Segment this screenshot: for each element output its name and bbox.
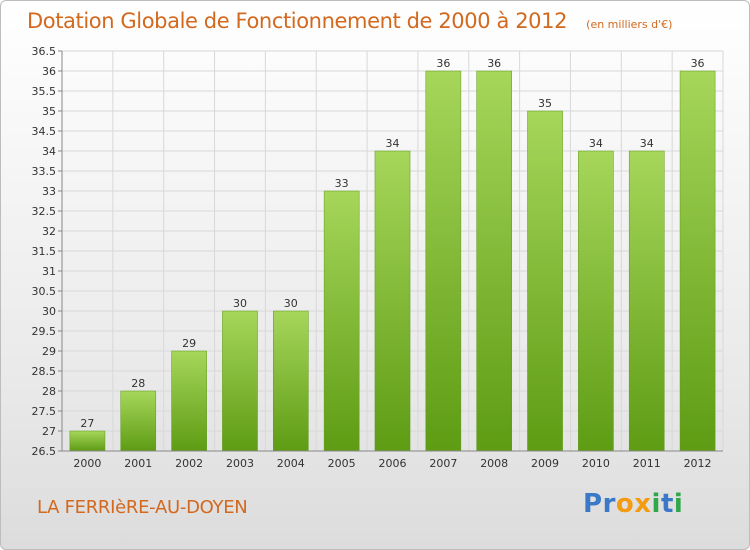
logo-letter: t (660, 489, 674, 519)
proxiti-logo: Proxiti (583, 489, 683, 519)
logo-letter: o (615, 489, 635, 519)
y-tick-label: 28 (42, 385, 56, 398)
x-tick-label: 2011 (633, 457, 661, 470)
y-tick-label: 36 (42, 65, 56, 78)
bar-2007 (425, 70, 462, 452)
logo-letter: P (583, 489, 603, 519)
y-tick-label: 28.5 (32, 365, 57, 378)
y-tick-label: 32.5 (32, 205, 57, 218)
data-label-2012: 36 (691, 57, 705, 70)
x-tick-label: 2000 (73, 457, 101, 470)
x-tick-label: 2005 (328, 457, 356, 470)
data-label-2000: 27 (80, 417, 94, 430)
logo-letter: i (673, 489, 684, 519)
y-tick-label: 27.5 (32, 405, 57, 418)
data-label-2008: 36 (487, 57, 501, 70)
bar-2010 (578, 150, 614, 452)
y-tick-label: 27 (42, 425, 56, 438)
x-tick-label: 2007 (429, 457, 457, 470)
x-tick-label: 2009 (531, 457, 559, 470)
logo-letter: x (634, 489, 652, 519)
x-tick-label: 2004 (277, 457, 305, 470)
y-tick-label: 33.5 (32, 165, 57, 178)
bar-2006 (374, 150, 411, 452)
title-row: Dotation Globale de Fonctionnement de 20… (27, 9, 672, 33)
x-tick-label: 2012 (684, 457, 712, 470)
y-tick-label: 30 (42, 305, 56, 318)
chart-subtitle: (en milliers d'€) (586, 18, 673, 31)
logo-letter: r (602, 489, 616, 519)
x-tick-label: 2003 (226, 457, 254, 470)
data-label-2003: 30 (233, 297, 247, 310)
chart-title: Dotation Globale de Fonctionnement de 20… (27, 9, 568, 33)
bar-2011 (628, 150, 665, 452)
data-label-2006: 34 (386, 137, 400, 150)
y-tick-label: 36.5 (32, 45, 57, 58)
y-tick-label: 35 (42, 105, 56, 118)
y-tick-label: 30.5 (32, 285, 57, 298)
y-tick-label: 33 (42, 185, 56, 198)
logo-letter: i (651, 489, 661, 519)
data-label-2009: 35 (538, 97, 552, 110)
y-tick-label: 34.5 (32, 125, 57, 138)
x-tick-label: 2002 (175, 457, 203, 470)
data-label-2001: 28 (131, 377, 145, 390)
y-tick-label: 31.5 (32, 245, 57, 258)
axes: 26.5 27 27.5 28 28.5 29 29.5 30 30.5 31 31.5 32 32.5… (32, 45, 723, 470)
commune-name: LA FERRIèRE-AU-DOYEN (37, 497, 248, 518)
y-tick-label: 35.5 (32, 85, 57, 98)
x-tick-label: 2006 (379, 457, 407, 470)
data-label-2010: 34 (589, 137, 603, 150)
data-label-2005: 33 (335, 177, 349, 190)
bar-2003 (222, 310, 258, 452)
bar-2002 (171, 350, 207, 452)
x-tick-label: 2008 (480, 457, 508, 470)
bar-2004 (273, 310, 309, 452)
bar-2012 (679, 70, 716, 452)
data-label-2004: 30 (284, 297, 298, 310)
bar-2008 (476, 70, 512, 452)
data-label-2011: 34 (640, 137, 654, 150)
bar-2000 (69, 430, 106, 452)
bar-2009 (527, 110, 563, 452)
x-tick-label: 2001 (124, 457, 152, 470)
bar-2001 (120, 390, 157, 452)
bars: 27 28 29 30 30 33 34 36 36 35 34 34 36 (69, 57, 716, 452)
y-tick-label: 29 (42, 345, 56, 358)
y-tick-label: 26.5 (32, 445, 57, 458)
x-tick-label: 2010 (582, 457, 610, 470)
data-label-2002: 29 (182, 337, 196, 350)
bar-2005 (323, 190, 360, 452)
y-tick-label: 34 (42, 145, 56, 158)
y-tick-label: 32 (42, 225, 56, 238)
data-label-2007: 36 (436, 57, 450, 70)
y-tick-label: 31 (42, 265, 56, 278)
y-tick-label: 29.5 (32, 325, 57, 338)
